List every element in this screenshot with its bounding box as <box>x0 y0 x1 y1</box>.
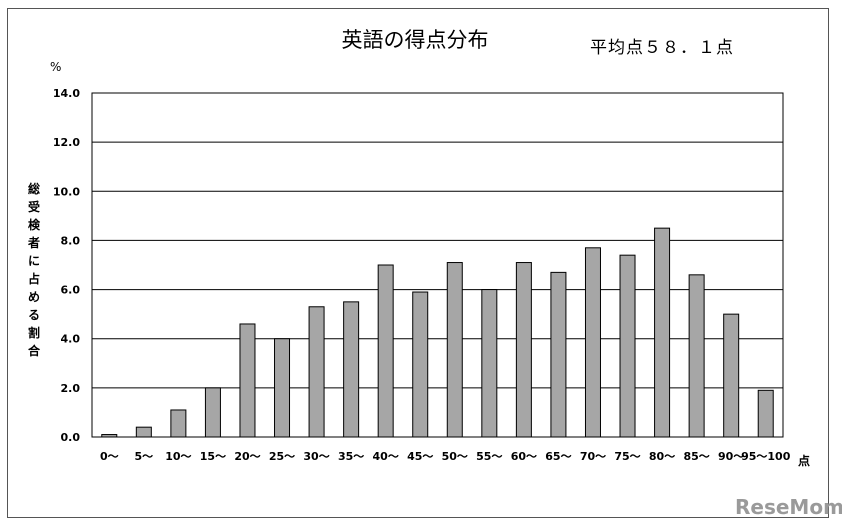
x-tick-label: 65～ <box>545 450 571 463</box>
bar <box>377 264 394 438</box>
x-tick-label: 70～ <box>580 450 606 463</box>
y-tick-label: 12.0 <box>53 136 80 149</box>
y-tick-label: 2.0 <box>61 382 81 395</box>
bar <box>515 262 532 438</box>
x-tick-label: 0～ <box>100 450 119 463</box>
x-tick-label: 90～ <box>718 450 744 463</box>
bar <box>723 313 740 438</box>
chart-title: 英語の得点分布 <box>341 28 489 52</box>
x-tick-label: 40～ <box>373 450 399 463</box>
y-tick-label: 10.0 <box>53 185 80 198</box>
bar <box>274 338 291 438</box>
y-tick-label: 6.0 <box>61 284 81 297</box>
x-unit-label: 点 <box>798 454 811 468</box>
x-tick-label: 35～ <box>338 450 364 463</box>
bar <box>757 389 774 438</box>
y-axis-label: 総受検者に占める割合 <box>27 182 40 358</box>
x-tick-label: 45～ <box>407 450 433 463</box>
plot-area <box>91 92 784 438</box>
x-tick-label: 30～ <box>303 450 329 463</box>
x-tick-label: 60～ <box>511 450 537 463</box>
y-tick-label: 0.0 <box>61 431 81 444</box>
bar <box>412 291 429 438</box>
x-tick-labels: 0～ 5～ 10～ 15～ 20～ 25～ 30～ 35～ 40～ 45～ 50～ 55～ 60～ 65～… <box>100 450 791 463</box>
x-tick-label: 95～100 <box>741 450 791 463</box>
x-tick-label: 80～ <box>649 450 675 463</box>
bar <box>343 301 360 438</box>
bar <box>135 426 152 438</box>
bars <box>101 227 774 438</box>
x-tick-label: 50～ <box>442 450 468 463</box>
bar <box>688 274 705 438</box>
x-tick-label: 15～ <box>200 450 226 463</box>
y-tick-labels: 0.0 2.0 4.0 6.0 8.0 10.0 12.0 14.0 <box>53 87 80 444</box>
y-tick-label: 14.0 <box>53 87 80 100</box>
x-tick-label: 85～ <box>683 450 709 463</box>
bar <box>204 387 221 438</box>
bar <box>308 306 325 438</box>
x-tick-label: 5～ <box>134 450 153 463</box>
grid-lines <box>92 92 783 438</box>
x-tick-label: 20～ <box>234 450 260 463</box>
x-tick-label: 25～ <box>269 450 295 463</box>
bar <box>550 271 567 438</box>
x-tick-label: 55～ <box>476 450 502 463</box>
bar <box>654 227 671 438</box>
bar <box>584 247 601 438</box>
y-unit-label: % <box>50 60 62 74</box>
y-tick-label: 4.0 <box>61 333 81 346</box>
x-tick-label: 10～ <box>165 450 191 463</box>
chart-subtitle: 平均点５８．１点 <box>590 38 734 58</box>
y-tick-label: 8.0 <box>61 234 81 247</box>
x-tick-label: 75～ <box>614 450 640 463</box>
watermark-logo: ReseMom <box>735 495 842 519</box>
bar <box>481 289 498 438</box>
bar <box>239 323 256 438</box>
bar <box>619 254 636 438</box>
bar <box>170 409 187 438</box>
bar <box>446 262 463 438</box>
